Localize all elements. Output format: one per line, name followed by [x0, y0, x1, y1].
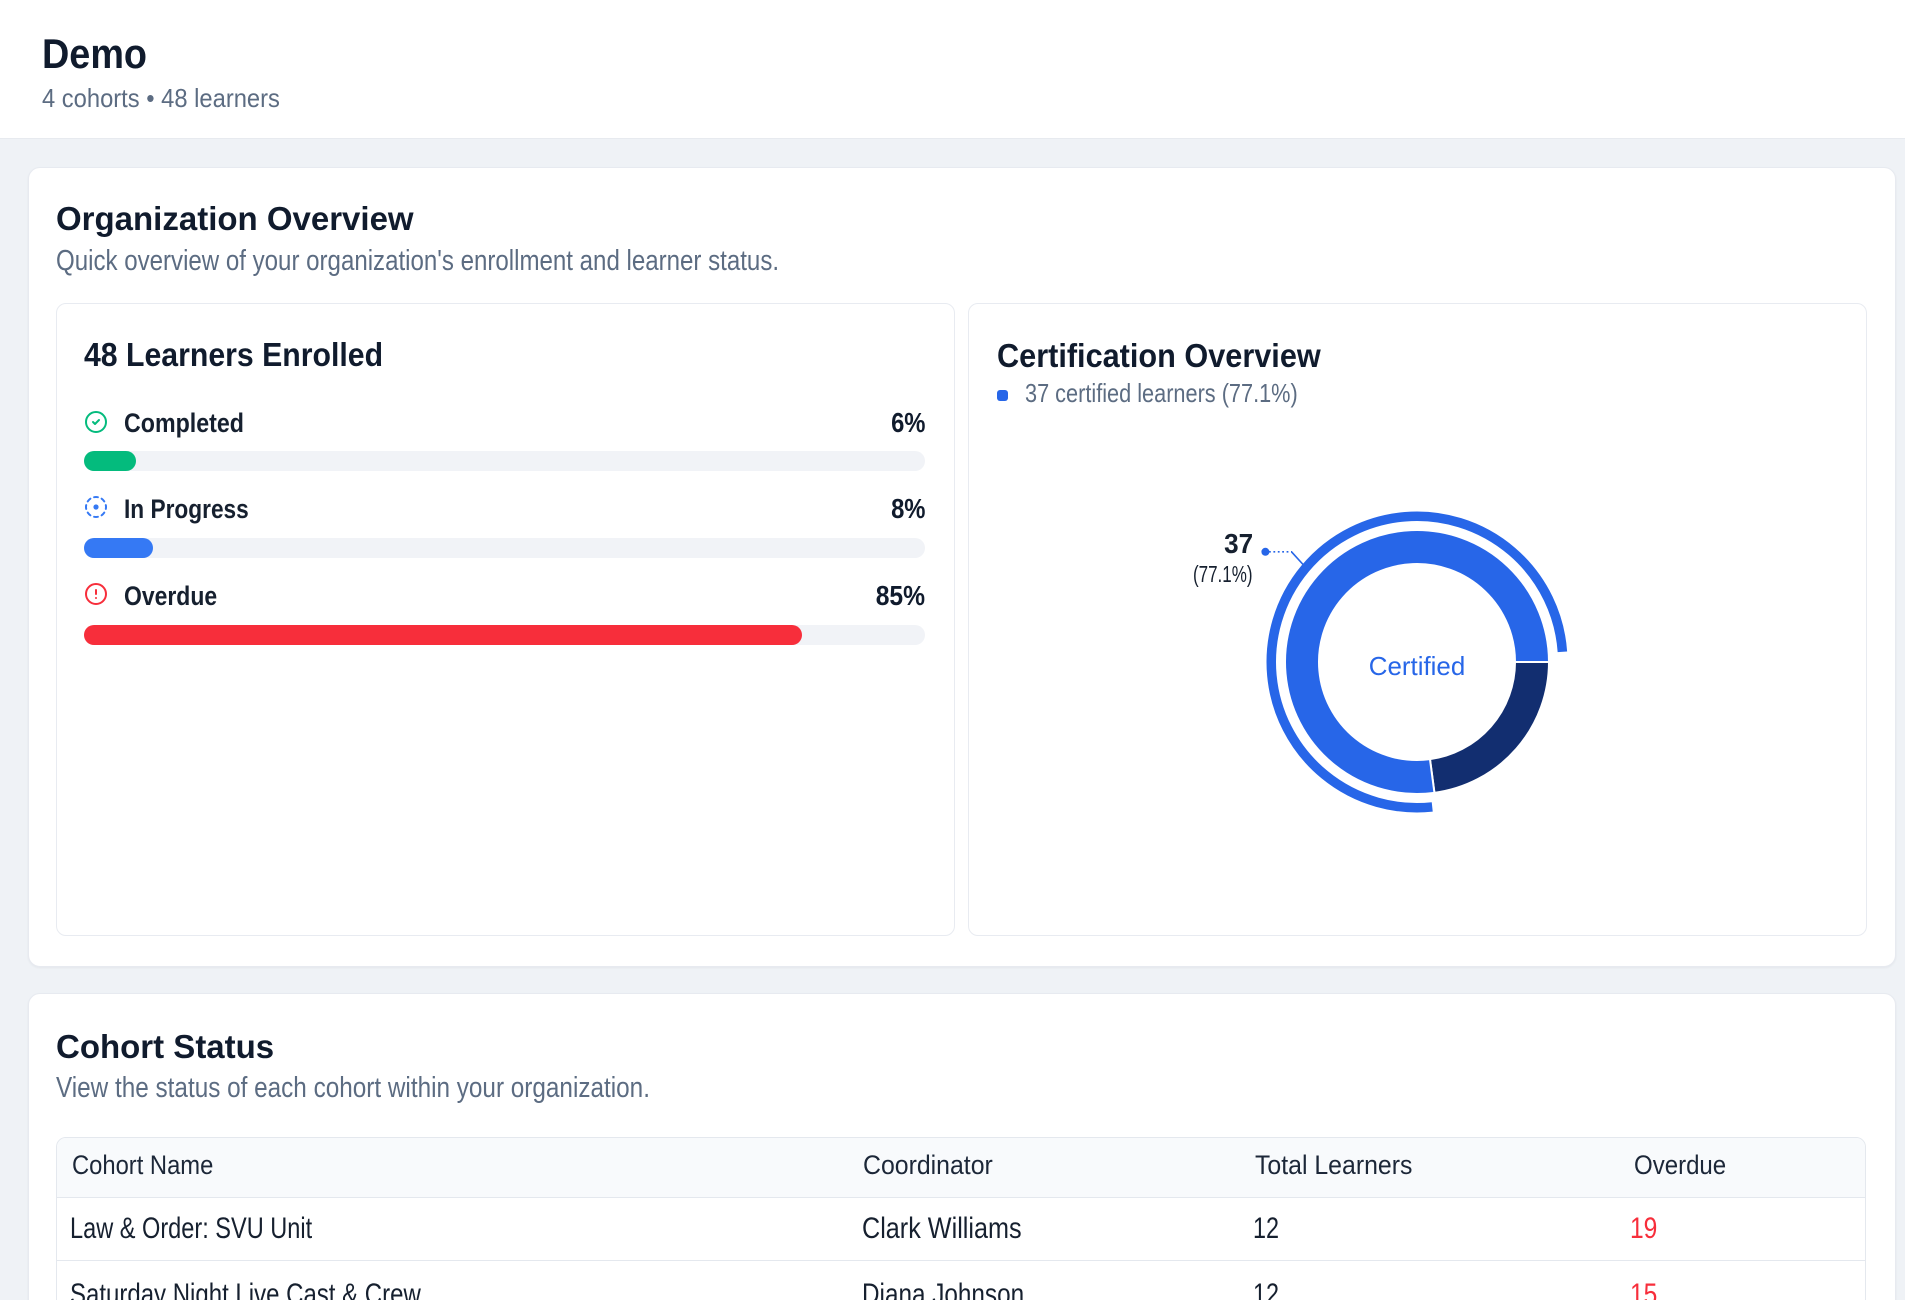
svg-text:Certified: Certified [1369, 651, 1466, 681]
